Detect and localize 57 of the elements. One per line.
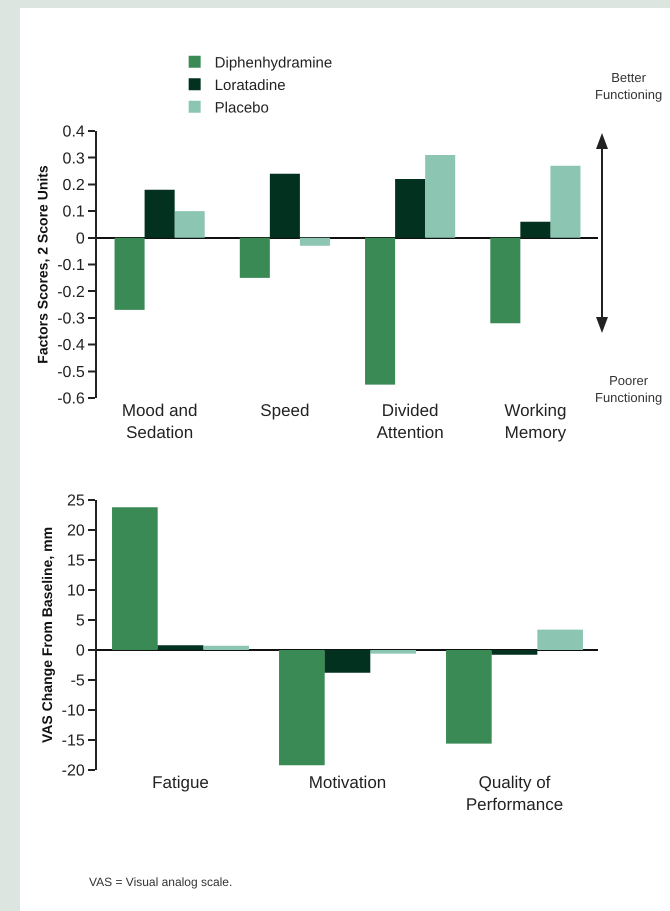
y-tick-label: 0.1 xyxy=(62,204,85,221)
bar xyxy=(490,238,520,324)
y-tick-label: -15 xyxy=(62,732,85,750)
x-tick-label: Fatigue xyxy=(152,773,209,792)
bar xyxy=(446,650,492,744)
bar xyxy=(365,238,396,385)
y-tick-label: -0.2 xyxy=(57,284,85,301)
y-tick-label: 0 xyxy=(76,230,85,248)
bar xyxy=(158,645,204,650)
bar xyxy=(550,166,580,238)
bar xyxy=(270,174,300,238)
annotation: Poorer Functioning xyxy=(595,373,662,405)
y-tick-label: 5 xyxy=(76,612,85,630)
legend-label: Placebo xyxy=(214,100,269,117)
bar xyxy=(520,222,550,238)
y-tick-label: 0.3 xyxy=(62,150,85,168)
bar xyxy=(174,211,205,238)
y-tick-label: 10 xyxy=(67,582,85,600)
text: Better Functioning xyxy=(595,70,662,102)
y-tick-label: -0.1 xyxy=(57,257,85,274)
bar xyxy=(240,238,270,278)
bar xyxy=(203,646,249,650)
x-tick-label: Working Memory xyxy=(504,401,567,442)
bar xyxy=(144,190,175,238)
bar xyxy=(370,650,416,654)
bar xyxy=(395,179,426,238)
y-tick-label: -0.4 xyxy=(57,337,85,354)
bar xyxy=(425,155,456,238)
legend-label: Diphenhydramine xyxy=(214,54,332,72)
y-tick-label: 0.4 xyxy=(62,124,85,141)
y-tick-label: -5 xyxy=(70,672,85,690)
y-tick-label: -0.6 xyxy=(57,390,85,408)
y-tick-label: -0.5 xyxy=(57,364,85,381)
y-tick-label: 25 xyxy=(67,492,85,510)
bar xyxy=(114,238,145,310)
y-tick-label: 15 xyxy=(67,552,85,570)
legend-label: Loratadine xyxy=(214,77,286,94)
x-tick-label: Mood and Sedation xyxy=(122,401,198,442)
bar xyxy=(492,650,538,655)
y-tick-label: -0.3 xyxy=(57,310,85,328)
y-axis-title: Factors Scores, 2 Score Units xyxy=(34,165,50,364)
x-tick-label: Divided Attention xyxy=(376,401,444,442)
y-axis-title: VAS Change From Baseline, mm xyxy=(38,526,55,744)
y-tick-label: -10 xyxy=(62,702,85,720)
x-tick-label: Speed xyxy=(260,401,310,420)
y-tick-label: -20 xyxy=(62,762,85,780)
bar xyxy=(537,630,583,650)
x-tick-label: Quality of Performance xyxy=(466,773,564,814)
bar xyxy=(279,650,325,766)
y-tick-label: 20 xyxy=(67,522,85,540)
bar xyxy=(300,238,330,246)
text: VAS = Visual analog scale. xyxy=(89,875,232,889)
x-tick-label: Motivation xyxy=(308,773,386,792)
bar xyxy=(324,650,370,673)
y-tick-label: 0 xyxy=(76,642,85,660)
bar xyxy=(112,507,158,650)
y-tick-label: 0.2 xyxy=(62,177,85,194)
